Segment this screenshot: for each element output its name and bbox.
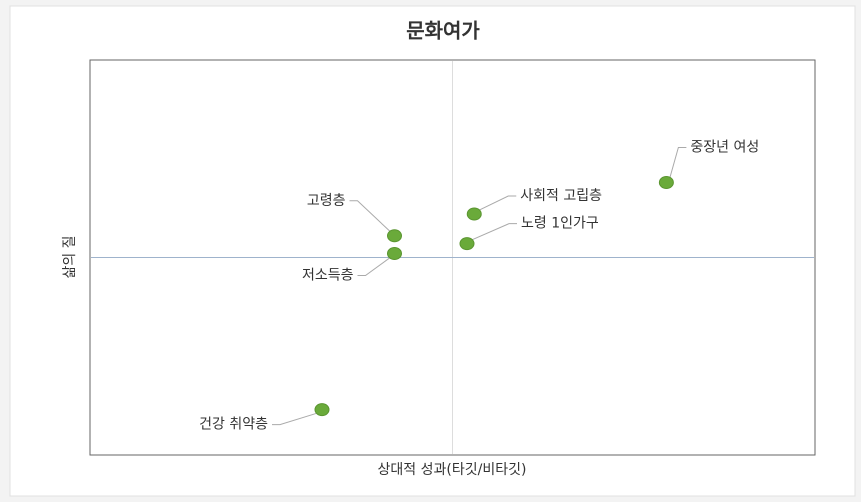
point xyxy=(459,237,475,251)
point-label: 건강 취약층 xyxy=(199,417,268,433)
leader-line xyxy=(477,195,517,212)
leader-line xyxy=(272,412,320,426)
x-axis-label: 상대적 성과(타깃/비타깃) xyxy=(378,462,527,478)
point-label: 사회적 고립층 xyxy=(520,188,602,204)
point-label: 노령 1인가구 xyxy=(521,216,599,232)
point xyxy=(314,403,330,417)
point xyxy=(658,175,674,189)
point-label: 저소득층 xyxy=(302,268,354,284)
leader-line xyxy=(349,200,392,234)
chart-title: 문화여가 xyxy=(406,19,480,43)
leader-line xyxy=(357,256,392,277)
point xyxy=(466,207,482,221)
leader-line xyxy=(469,223,517,242)
point-label: 중장년 여성 xyxy=(690,139,759,155)
point xyxy=(387,229,402,243)
point-label: 고령층 xyxy=(307,193,346,209)
y-axis-label: 삶의 질 xyxy=(62,235,78,278)
point xyxy=(387,247,402,261)
leader-line xyxy=(668,146,687,180)
